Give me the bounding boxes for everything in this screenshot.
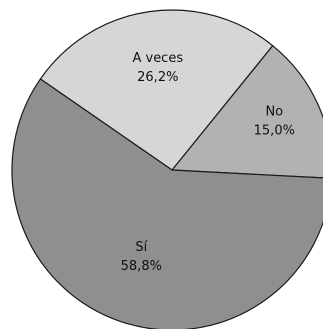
- pie-slice-1: [39, 9, 274, 171]
- slice-value-label-1: 26,2%: [137, 70, 178, 85]
- pie-labels: No 15,0% A veces 26,2% Sí 58,8%: [121, 51, 295, 274]
- slice-category-label-0: No: [265, 104, 283, 119]
- slice-value-label-2: 58,8%: [121, 259, 162, 274]
- slice-category-label-2: Sí: [135, 240, 147, 255]
- slice-value-label-0: 15,0%: [254, 123, 295, 138]
- pie-slices: [11, 9, 323, 329]
- pie-slice-2: [11, 78, 323, 329]
- slice-category-label-1: A veces: [132, 51, 183, 66]
- pie-slice-0: [171, 45, 323, 179]
